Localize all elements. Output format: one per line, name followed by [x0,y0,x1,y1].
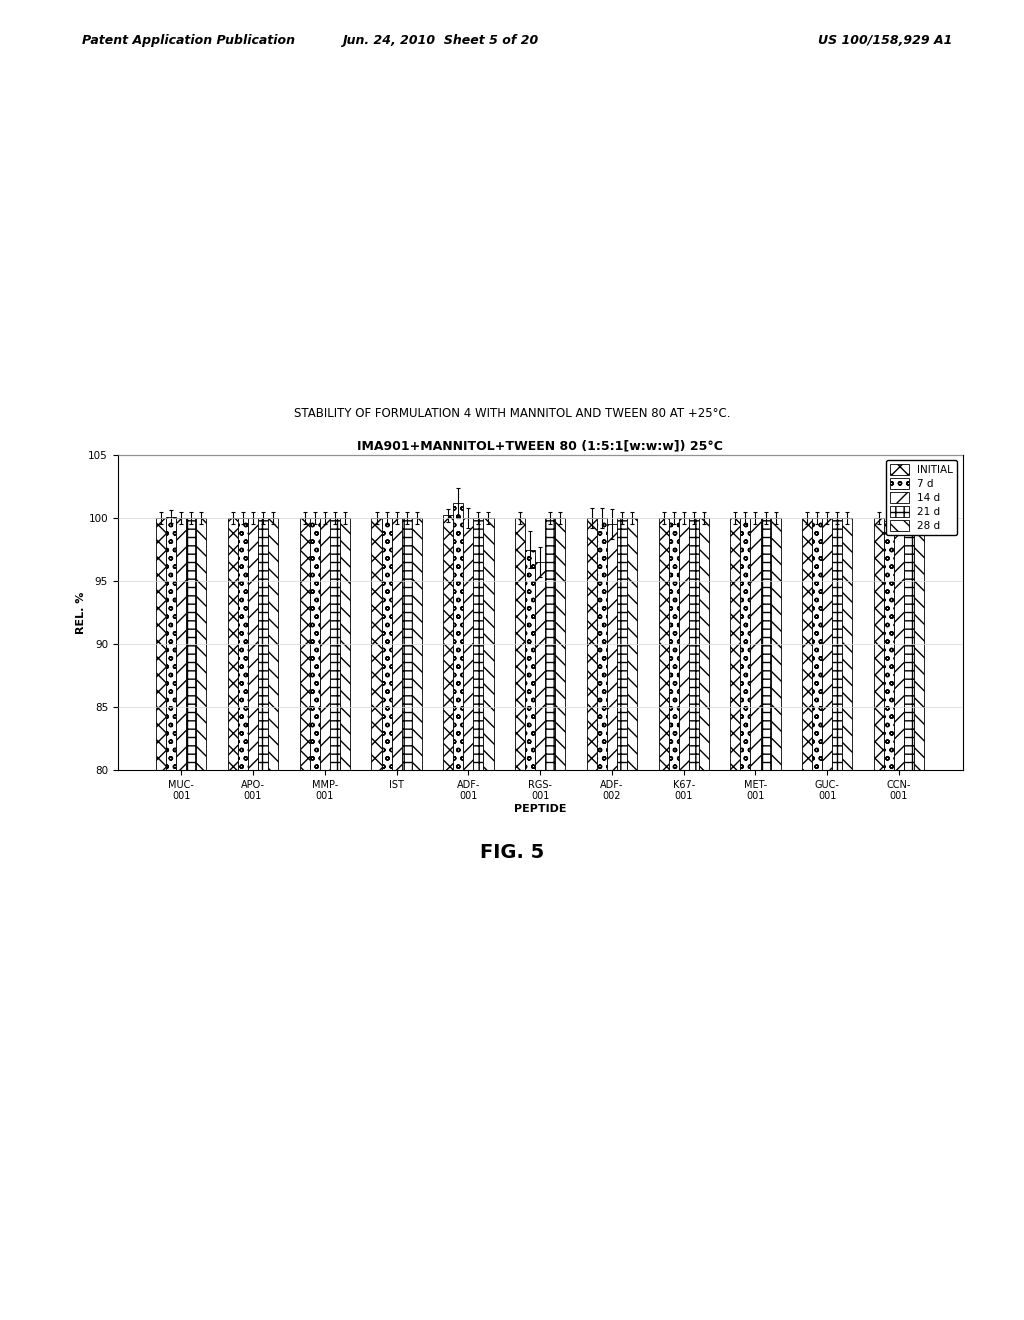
Text: FIG. 5: FIG. 5 [480,842,544,862]
Bar [248,517,258,1320]
Bar [894,524,904,1320]
Bar [627,517,637,1320]
Legend: INITIAL, 7 d, 14 d, 21 d, 28 d: INITIAL, 7 d, 14 d, 21 d, 28 d [886,461,957,536]
Bar [843,517,852,1320]
Bar [372,517,382,1320]
Text: Jun. 24, 2010  Sheet 5 of 20: Jun. 24, 2010 Sheet 5 of 20 [342,34,539,48]
Bar [197,517,207,1320]
Bar [238,517,248,1320]
Bar [463,517,473,1320]
Bar [391,517,401,1320]
Bar [904,517,914,1320]
Title: IMA901+MANNITOL+TWEEN 80 (1:5:1[w:w:w]) 25°C: IMA901+MANNITOL+TWEEN 80 (1:5:1[w:w:w]) … [357,440,723,453]
Y-axis label: REL. %: REL. % [76,591,86,634]
Bar [166,516,176,1320]
Bar [802,517,812,1320]
Bar [515,517,525,1320]
Bar [483,517,494,1320]
Bar [156,517,166,1320]
Bar [300,517,309,1320]
Bar [587,517,597,1320]
Bar [669,517,679,1320]
Bar [176,517,186,1320]
Bar [658,517,669,1320]
Bar [268,517,279,1320]
Bar [401,517,412,1320]
Text: Patent Application Publication: Patent Application Publication [82,34,295,48]
Bar [679,517,689,1320]
Bar [698,517,709,1320]
Bar [309,517,319,1320]
Bar [473,517,483,1320]
Bar [412,517,422,1320]
Bar [525,549,536,1320]
Text: STABILITY OF FORMULATION 4 WITH MANNITOL AND TWEEN 80 AT +25°C.: STABILITY OF FORMULATION 4 WITH MANNITOL… [294,407,730,420]
Bar [555,517,565,1320]
Bar [884,520,894,1320]
Bar [382,517,391,1320]
Bar [597,517,607,1320]
Bar [822,517,833,1320]
Bar [689,517,698,1320]
Bar [319,517,330,1320]
Bar [340,517,350,1320]
Bar [330,517,340,1320]
X-axis label: PEPTIDE: PEPTIDE [514,804,566,814]
Bar [833,517,843,1320]
Bar [186,517,197,1320]
Bar [228,517,238,1320]
Bar [607,524,616,1320]
Bar [812,517,822,1320]
Bar [258,517,268,1320]
Bar [740,517,751,1320]
Bar [751,517,761,1320]
Bar [443,516,454,1320]
Bar [536,562,545,1320]
Bar [454,503,463,1320]
Bar [730,517,740,1320]
Bar [616,517,627,1320]
Text: US 100/158,929 A1: US 100/158,929 A1 [818,34,952,48]
Bar [914,524,924,1320]
Bar [761,517,770,1320]
Bar [545,517,555,1320]
Bar [873,517,884,1320]
Bar [770,517,780,1320]
